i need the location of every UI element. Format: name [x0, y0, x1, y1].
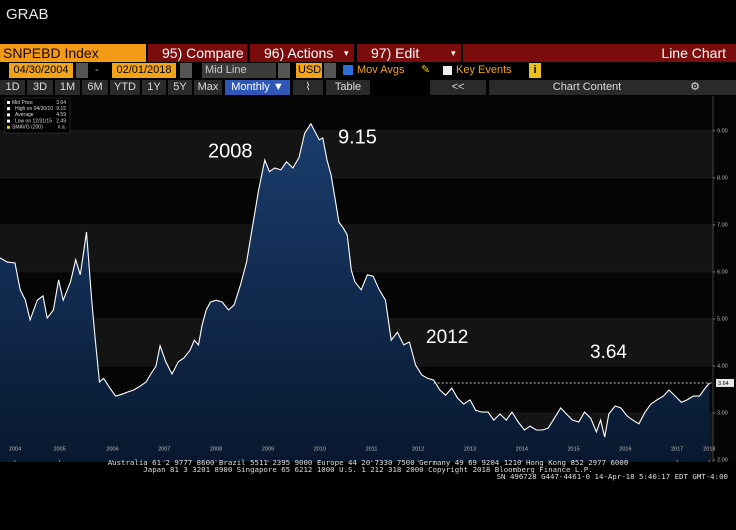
legend-label: Mid Price	[12, 100, 33, 106]
price-type[interactable]: Mid Line	[202, 63, 276, 78]
x-tick-label: 2017	[671, 446, 683, 452]
menu-actions[interactable]: 96) Actions	[250, 44, 354, 62]
legend-value: 3.64	[56, 100, 66, 106]
range-button[interactable]: 1M	[55, 80, 80, 95]
x-tick-label: 2018	[703, 446, 715, 452]
x-tick-label: 2007	[158, 446, 170, 452]
dropdown-arrow: ▾	[344, 48, 349, 58]
chart-content-button[interactable]: Chart Content	[489, 80, 685, 95]
band	[0, 130, 713, 178]
range-button[interactable]: YTD	[110, 80, 140, 95]
annotation: 2008	[208, 140, 253, 162]
calendar-icon[interactable]	[76, 63, 88, 78]
legend-value: 4.59	[56, 112, 66, 118]
legend-box	[4, 97, 71, 134]
start-date[interactable]: 04/30/2004	[9, 63, 73, 78]
chart-icon[interactable]: ⌇	[293, 80, 323, 95]
legend-label: Average	[15, 112, 34, 118]
legend-swatch	[7, 107, 10, 111]
x-tick-label: 2006	[106, 446, 118, 452]
last-value-tag	[716, 378, 734, 387]
settings-button[interactable]: ⚙	[654, 80, 736, 95]
calendar-icon[interactable]	[180, 63, 192, 78]
x-tick-label: 2011	[366, 446, 378, 452]
legend-value: 2.49	[56, 118, 66, 124]
legend-swatch	[7, 125, 10, 129]
x-tick-label: 2004	[9, 446, 21, 452]
legend-label: SMAVG (200)	[12, 125, 43, 131]
pencil-icon[interactable]: ✎	[421, 64, 431, 76]
range-button[interactable]: Max	[194, 80, 222, 95]
y-tick-label: 6.00	[717, 269, 728, 275]
band	[0, 224, 713, 272]
footer-line: Australia 61 2 9777 8600 Brazil 5511 239…	[107, 458, 629, 467]
period-selector[interactable]: Monthly ▼	[225, 80, 290, 95]
x-tick-label: 2013	[464, 446, 476, 452]
x-tick-label: 2015	[567, 446, 579, 452]
y-tick-label: 3.00	[717, 411, 728, 417]
y-tick-label: 2.00	[717, 458, 728, 462]
y-tick-label: 4.00	[717, 363, 728, 369]
back-button[interactable]: <<	[430, 80, 486, 95]
annotation: 9.15	[338, 126, 377, 148]
menu-edit[interactable]: 97) Edit	[357, 44, 461, 62]
menu-compare[interactable]: 95) Compare	[148, 44, 247, 62]
x-tick-label: 2009	[262, 446, 274, 452]
legend-label: High on 04/30/10	[15, 106, 53, 112]
x-tick-label: 2010	[314, 446, 326, 452]
key-events-label: Key Events	[456, 64, 512, 76]
period-label: Monthly	[231, 81, 270, 93]
key-events-checkbox[interactable]	[443, 66, 452, 75]
dropdown-arrow: ▾	[451, 48, 456, 58]
range-button[interactable]: 1Y	[142, 80, 166, 95]
dropdown-button[interactable]	[278, 63, 290, 78]
legend-value: 9.15	[56, 106, 66, 112]
table-button[interactable]: Table	[326, 80, 370, 95]
window-title: GRAB	[6, 6, 49, 23]
annotation: 3.64	[590, 342, 627, 363]
legend-label: Low on 12/31/15	[15, 118, 52, 124]
x-tick-label: 2014	[516, 446, 528, 452]
x-tick-label: 2008	[210, 446, 222, 452]
x-tick-label: 2016	[619, 446, 631, 452]
range-button[interactable]: 6M	[82, 80, 108, 95]
area	[0, 123, 710, 462]
annotation: 2012	[426, 327, 468, 348]
dropdown-button[interactable]	[324, 63, 336, 78]
info-icon[interactable]: i	[529, 63, 541, 78]
view-name: Line Chart	[463, 44, 736, 62]
y-tick-label: 5.00	[717, 316, 728, 322]
y-tick-label: 9.00	[717, 128, 728, 134]
legend-swatch	[7, 101, 10, 104]
y-tick-label: 7.00	[717, 222, 728, 228]
ticker[interactable]: SNPEBD Index	[0, 44, 146, 62]
date-separator: -	[95, 64, 99, 76]
range-button[interactable]: 5Y	[168, 80, 192, 95]
legend-swatch	[7, 119, 10, 123]
footer-line: Japan 81 3 3201 8900 Singapore 65 6212 1…	[143, 465, 593, 474]
legend-swatch	[7, 113, 10, 117]
mov-avgs-label: Mov Avgs	[357, 64, 405, 76]
last-value-label: 3.64	[718, 381, 729, 387]
x-tick-label: 2012	[412, 446, 424, 452]
range-button[interactable]: 1D	[0, 80, 25, 95]
line	[0, 122, 710, 438]
end-date[interactable]: 02/01/2018	[112, 63, 176, 78]
footer-line: SN 496728 G447-4461-0 14-Apr-18 5:40:17 …	[496, 472, 728, 481]
range-button[interactable]: 3D	[27, 80, 53, 95]
mov-avgs-checkbox[interactable]	[343, 65, 353, 75]
y-tick-label: 8.00	[717, 175, 728, 181]
currency[interactable]: USD	[296, 63, 322, 78]
x-tick-label: 2005	[53, 446, 65, 452]
legend-value: n.a.	[58, 125, 66, 131]
chart: 3.64 2.00 3.00 4.00 5.00 6.00 7.00 8.00 9.00 2004…	[0, 96, 736, 462]
